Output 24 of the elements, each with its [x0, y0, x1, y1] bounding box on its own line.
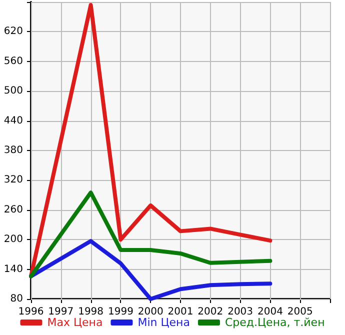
x-tick-label: 2002: [198, 306, 224, 318]
x-tick-label: 1999: [108, 306, 134, 318]
x-tick-label: 2004: [257, 306, 283, 318]
y-tick-label: 500: [4, 86, 23, 97]
y-tick-label: 560: [4, 56, 23, 67]
y-tick-label: 620: [4, 26, 23, 38]
y-tick-label: 140: [4, 264, 23, 275]
x-tick-label: 1998: [78, 306, 104, 318]
y-tick-label: 260: [4, 204, 23, 216]
y-tick-label: 320: [4, 174, 23, 186]
y-tick-label: 200: [4, 234, 23, 246]
legend-label: Max Цена: [47, 316, 103, 329]
y-tick-label: 80: [10, 294, 23, 304]
legend-label: Сред.Цена, т.йен: [224, 316, 325, 329]
y-tick-label: 440: [4, 115, 23, 126]
line-series: [29, 190, 272, 278]
x-tick-label: 1996: [18, 306, 44, 318]
x-tick-label: 2000: [138, 306, 164, 318]
x-tick-label: 1997: [48, 306, 74, 318]
legend-label: Min Цена: [138, 316, 190, 329]
x-tick-label: 2003: [228, 306, 254, 318]
y-tick-label: 380: [4, 145, 23, 156]
x-tick-label: 2001: [168, 306, 194, 318]
x-tick-label: 2005: [287, 306, 313, 318]
